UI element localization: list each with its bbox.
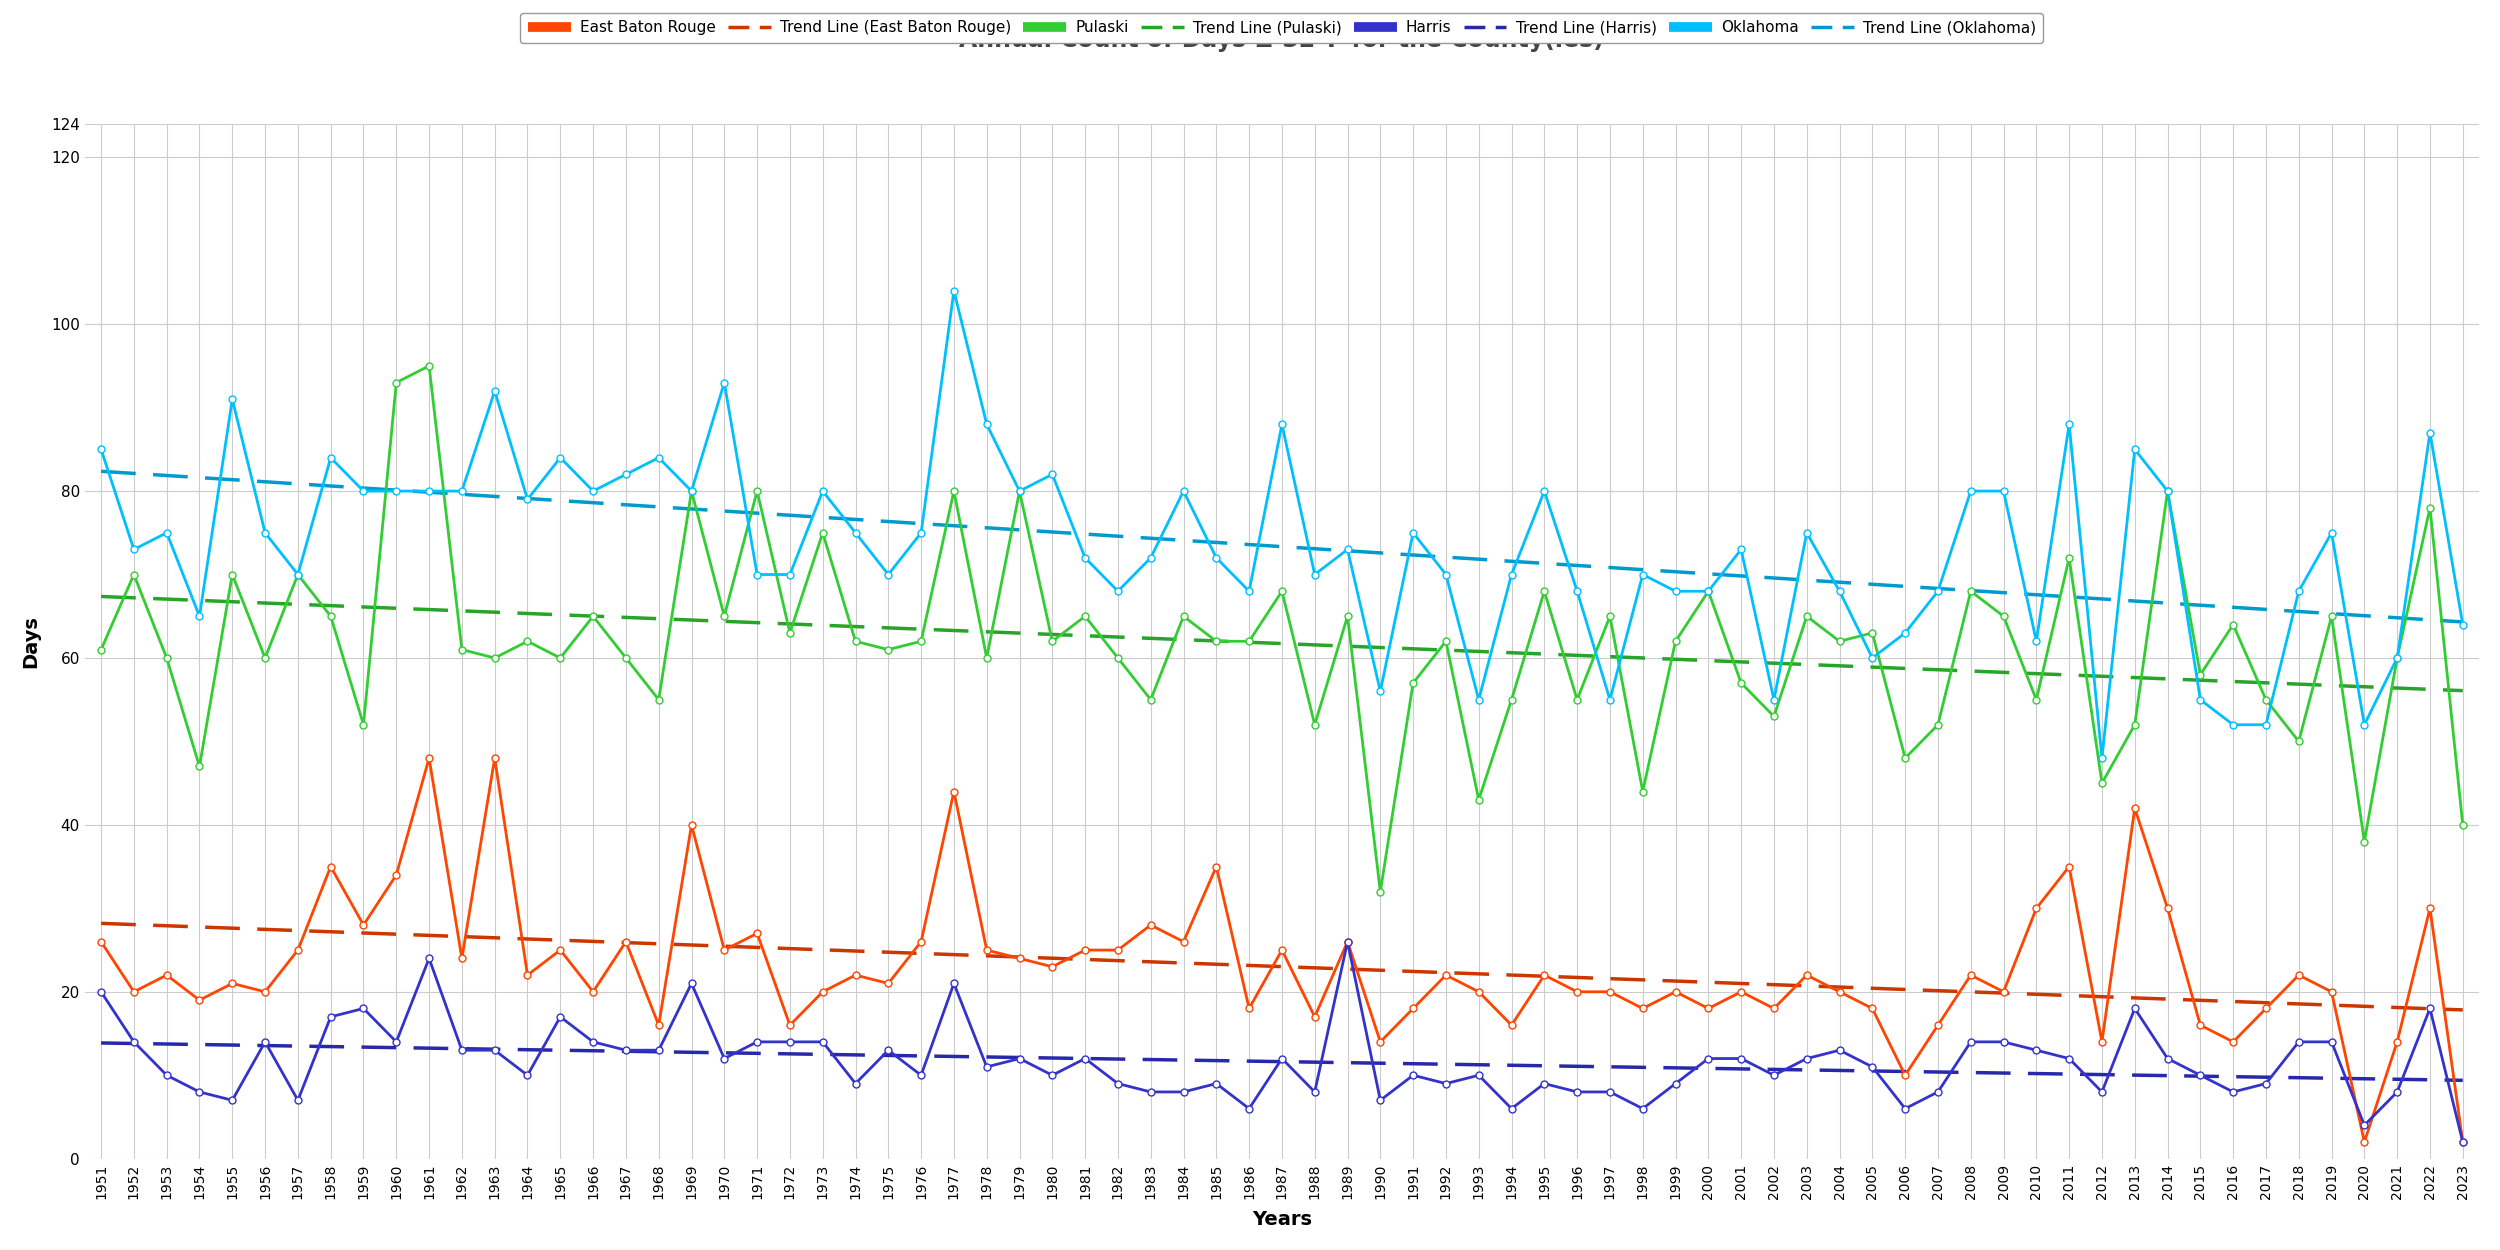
Title: Annual Count of Days ≤ 32°F for the County(ies): Annual Count of Days ≤ 32°F for the Coun…: [960, 29, 1605, 52]
Legend: East Baton Rouge, Trend Line (East Baton Rouge), Pulaski, Trend Line (Pulaski), : East Baton Rouge, Trend Line (East Baton…: [520, 12, 2042, 42]
Y-axis label: Days: Days: [20, 615, 40, 668]
X-axis label: Years: Years: [1252, 1210, 1312, 1229]
